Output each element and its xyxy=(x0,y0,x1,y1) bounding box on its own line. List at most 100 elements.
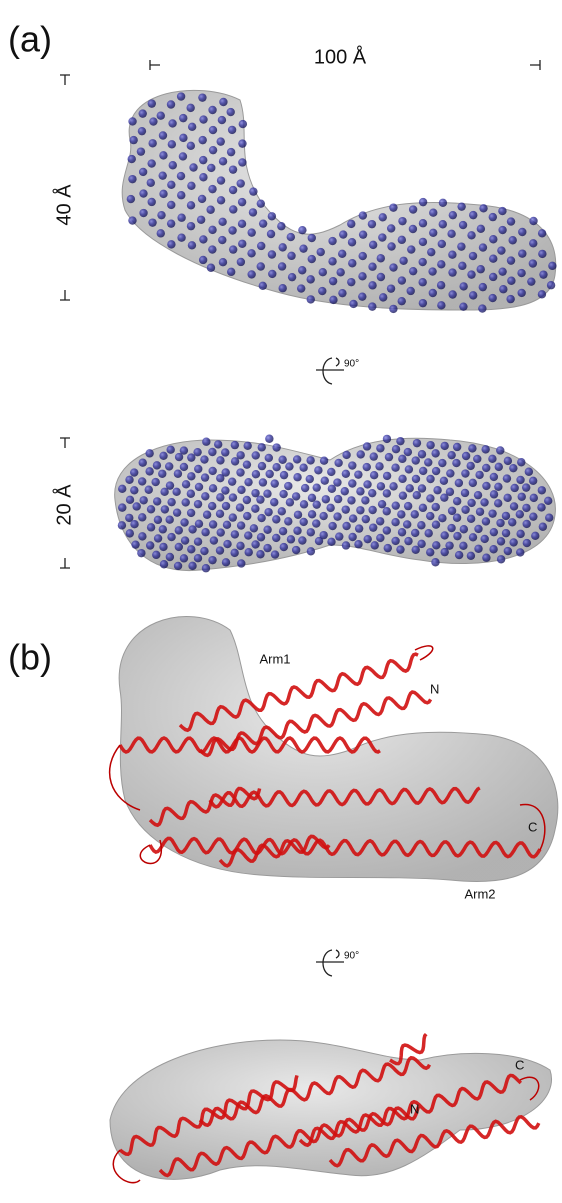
atom xyxy=(216,456,224,464)
atom xyxy=(257,199,265,207)
atom xyxy=(368,281,376,289)
atom xyxy=(263,544,271,552)
atom xyxy=(208,502,216,510)
atom xyxy=(188,525,196,533)
atom xyxy=(503,494,511,502)
atom xyxy=(496,519,504,527)
atom xyxy=(489,235,497,243)
atom xyxy=(342,470,350,478)
atom xyxy=(201,473,209,481)
atom xyxy=(221,448,229,456)
atom xyxy=(278,507,286,515)
atom xyxy=(167,201,175,209)
atom xyxy=(348,259,356,267)
atom xyxy=(479,283,487,291)
panel-label: (b) xyxy=(8,637,52,678)
atom xyxy=(482,482,490,490)
atom xyxy=(279,490,287,498)
atom xyxy=(326,504,334,512)
atom xyxy=(231,441,239,449)
atom xyxy=(308,510,316,518)
atom xyxy=(267,230,275,238)
atom xyxy=(187,142,195,150)
atom xyxy=(306,275,314,283)
atom xyxy=(145,467,153,475)
atom xyxy=(131,540,139,548)
atom xyxy=(418,450,426,458)
atom xyxy=(398,475,406,483)
atom xyxy=(342,451,350,459)
atom xyxy=(272,534,280,542)
atom xyxy=(377,482,385,490)
atom xyxy=(476,508,484,516)
atom xyxy=(159,525,167,533)
atom xyxy=(516,476,524,484)
atom xyxy=(286,498,294,506)
envelope xyxy=(119,617,558,882)
atom xyxy=(209,146,217,154)
atom xyxy=(545,513,553,521)
atom xyxy=(194,554,202,562)
atom xyxy=(202,564,210,572)
atom xyxy=(529,259,537,267)
atom xyxy=(399,257,407,265)
atom xyxy=(127,195,135,203)
atom xyxy=(237,179,245,187)
atom xyxy=(263,526,271,534)
atom xyxy=(383,472,391,480)
atom xyxy=(206,206,214,214)
atom xyxy=(298,536,306,544)
atom xyxy=(272,443,280,451)
atom xyxy=(298,266,306,274)
atom xyxy=(182,480,190,488)
atom xyxy=(398,297,406,305)
atom xyxy=(457,202,465,210)
atom xyxy=(368,506,376,514)
atom xyxy=(198,93,206,101)
atom xyxy=(499,285,507,293)
atom xyxy=(271,479,279,487)
atom xyxy=(431,558,439,566)
atom xyxy=(288,273,296,281)
atom xyxy=(359,252,367,260)
atom xyxy=(270,498,278,506)
atom xyxy=(398,276,406,284)
atom xyxy=(398,528,406,536)
atom xyxy=(354,540,362,548)
atom xyxy=(523,539,531,547)
atom xyxy=(522,520,530,528)
atom xyxy=(229,513,237,521)
atom xyxy=(118,521,126,529)
atom xyxy=(138,127,146,135)
atom xyxy=(502,529,510,537)
terminus-label: C xyxy=(528,819,537,834)
atom xyxy=(428,267,436,275)
atom xyxy=(477,225,485,233)
atom xyxy=(179,114,187,122)
atom xyxy=(328,522,336,530)
atom xyxy=(387,224,395,232)
atom xyxy=(426,512,434,520)
atom xyxy=(312,519,320,527)
atom xyxy=(238,158,246,166)
atom xyxy=(477,265,485,273)
atom xyxy=(160,560,168,568)
atom xyxy=(347,278,355,286)
atom xyxy=(497,246,505,254)
atom xyxy=(182,498,190,506)
atom xyxy=(294,511,302,519)
atom xyxy=(194,538,202,546)
atom xyxy=(174,562,182,570)
atom xyxy=(507,217,515,225)
atom xyxy=(279,527,287,535)
atom xyxy=(263,490,271,498)
atom xyxy=(383,507,391,515)
atom xyxy=(469,479,477,487)
atom xyxy=(389,305,397,313)
atom xyxy=(432,541,440,549)
atom xyxy=(299,464,307,472)
atom xyxy=(441,548,449,556)
atom xyxy=(175,526,183,534)
atom xyxy=(419,219,427,227)
atom xyxy=(147,523,155,531)
